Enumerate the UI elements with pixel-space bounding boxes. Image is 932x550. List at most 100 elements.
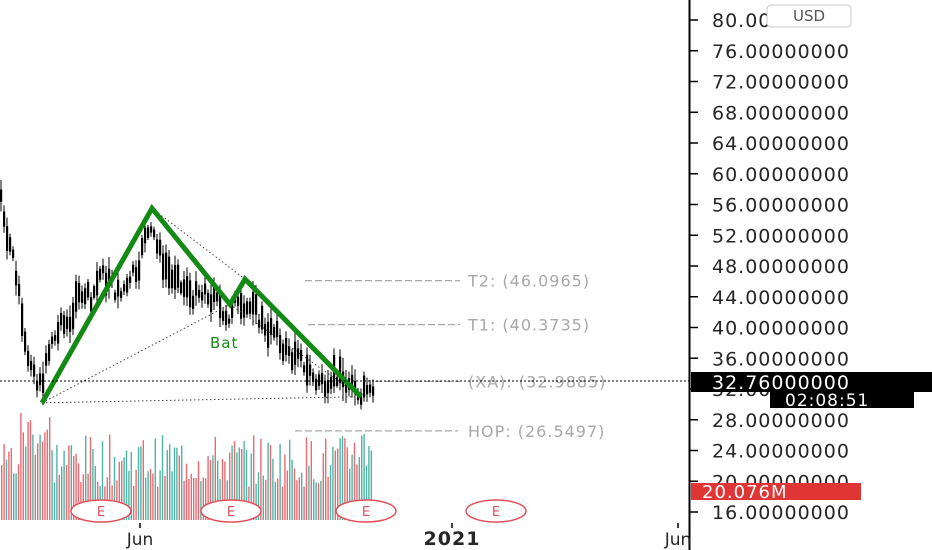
earnings-event-marker[interactable]: E [335,499,397,523]
candle-body [180,282,183,294]
volume-bar [262,475,264,520]
candle-body [69,316,72,332]
candle-body [318,374,321,386]
candle-body [24,331,27,352]
candle-body [12,249,15,258]
target-level-label: HOP: (26.5497) [468,422,605,441]
volume-bar [121,460,123,520]
volume-bar [87,473,89,520]
volume-bar [32,434,34,520]
event-marker-circle [335,499,397,523]
candle-body [9,237,12,252]
volume-bar [320,480,322,520]
candle-body [372,386,375,396]
volume-bar [351,454,353,520]
volume-bar [145,477,147,520]
bat-pattern-legs[interactable] [39,203,363,405]
candle-body [0,189,3,202]
earnings-event-marker[interactable]: E [465,499,527,523]
volume-bar [137,447,140,520]
candle-body [360,393,363,405]
candle-body [240,293,243,319]
volume-bar [363,434,365,520]
earnings-event-marker[interactable]: E [70,499,132,523]
candle-body [36,380,39,391]
candle-body [39,373,42,386]
volume-bar [53,482,56,520]
volume-bar [291,459,293,520]
candle-body [54,335,57,341]
price-tick-label: 52.00000000 [712,225,850,247]
candle-body [312,372,315,383]
volume-bar [68,445,70,520]
volume-bar [317,483,320,520]
volume-bar [176,447,178,520]
volume-bar [277,478,279,520]
candle-body [72,302,75,330]
candle-body [48,344,51,362]
candle-body [162,253,165,280]
volume-bar [154,438,156,520]
volume-bar [94,466,96,520]
volume-value-box: 20.076M [691,482,861,503]
candle-body [258,319,261,328]
volume-bar [190,473,192,520]
candle-body [183,279,186,297]
volume-bar [39,434,41,520]
time-axis[interactable]: Jun 2021 Jun [126,523,692,550]
volume-bar [149,468,152,520]
volume-bar [46,429,48,520]
candle-body [363,375,366,398]
volume-bar [365,465,368,520]
candle-body [81,291,84,303]
volume-bar [241,449,243,520]
candle-body [276,320,279,337]
volume-bar [298,477,300,520]
candle-body [105,272,108,296]
candle-body [198,289,201,298]
volume-bar [207,455,209,520]
candle-body [144,227,147,244]
target-levels: T2: (46.0965) T1: (40.3735) (XA): (32.9885… [295,272,606,441]
volume-bar [260,438,262,520]
volume-bar [128,470,130,520]
candle-body [153,229,156,238]
volume-bar [63,450,65,520]
candle-body [84,288,87,305]
volume-bar [22,432,24,520]
candle-body [195,281,198,296]
candle-body [207,292,210,305]
price-axis[interactable]: 80.0000000076.0000000072.0000000068.0000… [690,10,850,524]
volume-bar [152,473,154,520]
volume-bar [1,465,3,520]
volume-bar [313,479,315,520]
candle-body [129,276,132,283]
pattern-name-label: Bat [210,334,238,352]
price-tick-label: 68.00000000 [712,102,850,124]
candle-body [78,282,81,303]
candle-body [168,256,171,289]
volume-bar [231,445,233,520]
volume-bar [217,460,219,520]
time-tick-label: Jun [126,530,154,550]
candle-body [159,239,162,256]
candle-body [345,380,348,393]
volume-bar [147,471,149,520]
volume-bar [51,450,53,520]
candle-body [87,281,90,298]
candle-body [33,364,36,377]
volume-bar [29,420,32,520]
candle-body [60,312,63,326]
earnings-event-marker[interactable]: E [200,499,262,523]
volume-bar [123,457,125,520]
price-tick-label: 28.00000000 [712,410,850,432]
candle-body [171,269,174,289]
volume-bar [361,435,363,520]
candle-body [132,264,135,273]
candle-body [3,211,6,227]
volume-bar [279,444,281,520]
price-tick-label: 72.00000000 [712,72,850,94]
currency-button[interactable]: USD [766,4,852,28]
